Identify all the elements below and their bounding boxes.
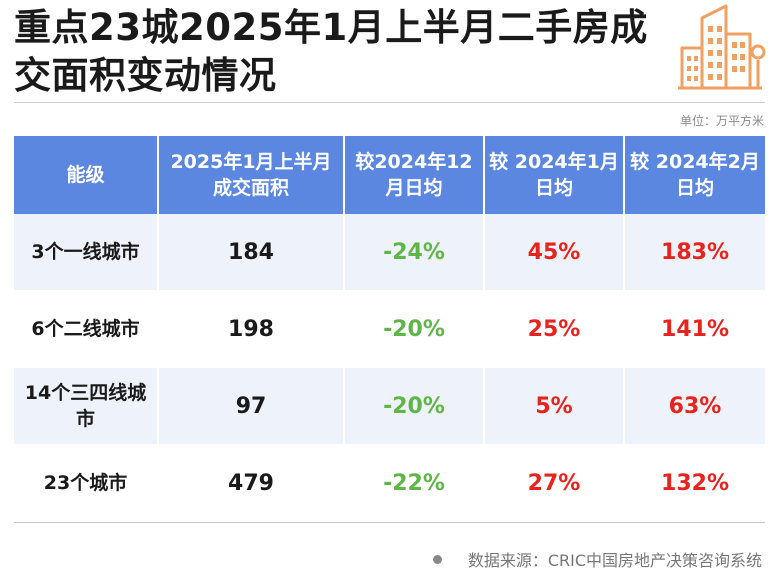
page-title: 重点23城2025年1月上半月二手房成交面积变动情况 (14, 6, 648, 97)
change-vs-feb: 183% (623, 214, 765, 290)
col-header-tier: 能级 (14, 136, 158, 214)
change-vs-dec: -22% (343, 444, 484, 522)
change-vs-jan: 25% (483, 290, 624, 368)
table-row: 6个二线城市 198 -20% 25% 141% (14, 290, 765, 368)
source-note: 数据来源：CRIC中国房地产决策咨询系统 (432, 551, 762, 571)
change-vs-dec: -24% (343, 214, 484, 290)
change-vs-jan: 27% (483, 444, 624, 522)
source-text: 数据来源：CRIC中国房地产决策咨询系统 (467, 551, 762, 570)
change-vs-feb: 63% (623, 368, 765, 444)
table-row: 14个三四线城市 97 -20% 5% 63% (14, 368, 765, 444)
change-vs-jan: 5% (483, 368, 624, 444)
col-header-vs-dec: 较2024年12月日均 (343, 136, 484, 214)
title-divider (14, 102, 765, 103)
row-label: 14个三四线城市 (14, 368, 158, 444)
row-label: 3个一线城市 (14, 214, 158, 290)
change-vs-feb: 141% (623, 290, 765, 368)
area-value: 198 (157, 290, 344, 368)
table-row: 23个城市 479 -22% 27% 132% (14, 444, 765, 522)
area-value: 184 (157, 214, 344, 290)
col-header-vs-feb: 较 2024年2月日均 (623, 136, 765, 214)
change-vs-jan: 45% (483, 214, 624, 290)
row-label: 23个城市 (14, 444, 158, 522)
bottom-divider (14, 522, 765, 523)
change-vs-feb: 132% (623, 444, 765, 522)
unit-label: 单位：万平方米 (679, 114, 764, 128)
table-row: 3个一线城市 184 -24% 45% 183% (14, 214, 765, 290)
change-vs-dec: -20% (343, 290, 484, 368)
col-header-vs-jan: 较 2024年1月日均 (483, 136, 624, 214)
data-table: 能级 2025年1月上半月成交面积 较2024年12月日均 较 2024年1月日… (14, 136, 765, 522)
bullet-dot-icon (432, 555, 442, 564)
change-vs-dec: -20% (343, 368, 484, 444)
area-value: 97 (157, 368, 344, 444)
area-value: 479 (157, 444, 344, 522)
row-label: 6个二线城市 (14, 290, 158, 368)
table-header-row: 能级 2025年1月上半月成交面积 较2024年12月日均 较 2024年1月日… (14, 136, 765, 214)
col-header-area: 2025年1月上半月成交面积 (157, 136, 344, 214)
building-icon (678, 4, 766, 90)
